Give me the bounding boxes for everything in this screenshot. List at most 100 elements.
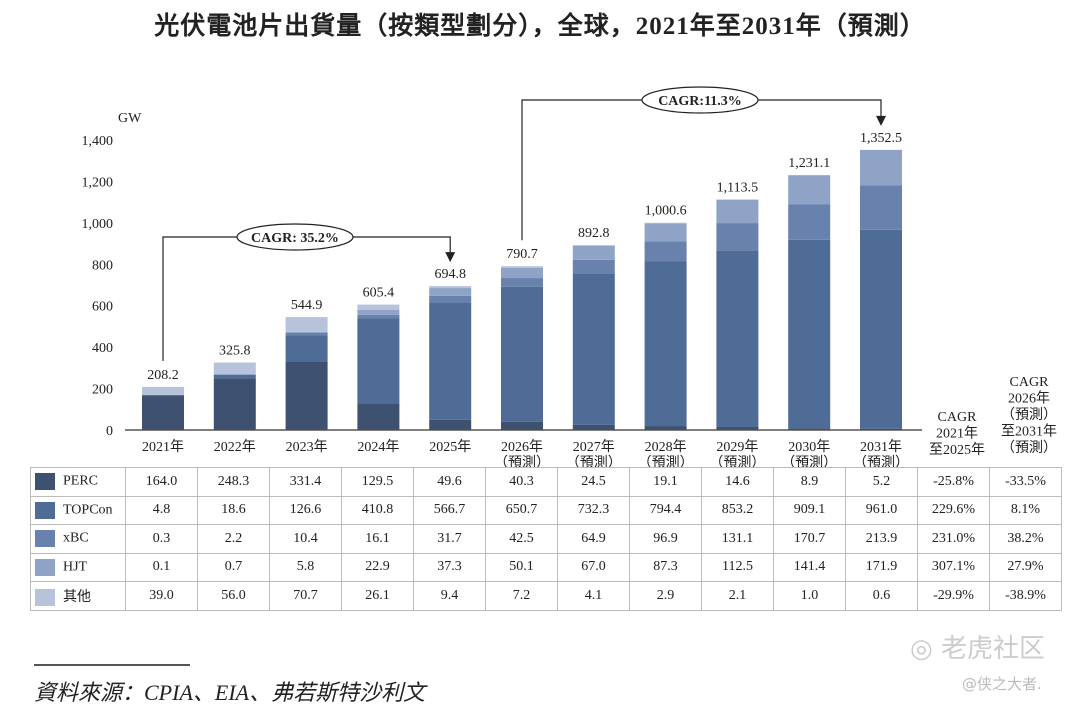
cagr-cell: 307.1% xyxy=(917,552,990,582)
table-cell: 131.1 xyxy=(701,524,774,554)
table-cell: 853.2 xyxy=(701,495,774,525)
bar-segment-PERC xyxy=(860,428,902,430)
bar-segment-TOPCon xyxy=(644,261,687,427)
cagr-header: （預測） xyxy=(1001,440,1057,456)
table-cell: 19.1 xyxy=(629,467,702,497)
table-row: xBC 0.3 2.2 10.4 16.1 31.7 42.5 64.9 96.9 131.1 17… xyxy=(30,524,1062,554)
bar-segment-PERC xyxy=(357,403,400,430)
series-name: 其他 xyxy=(63,589,91,605)
table-cell: 961.0 xyxy=(845,495,918,525)
total-label: 605.4 xyxy=(363,286,395,301)
bar-segment-其他 xyxy=(501,266,543,268)
cagr-header: 2026年 xyxy=(1008,391,1050,407)
bar-segment-xBC xyxy=(357,314,400,319)
cagr-header: 2021年 xyxy=(936,426,978,442)
cagr-cell: 229.6% xyxy=(917,495,990,525)
table-cell: 794.4 xyxy=(629,495,702,525)
bar-segment-xBC xyxy=(860,185,902,230)
table-cell: 331.4 xyxy=(269,467,342,497)
bar-segment-其他 xyxy=(213,362,256,375)
bar-segment-xBC xyxy=(285,332,328,336)
x-tick-label: 2021年 xyxy=(142,439,184,455)
table-cell: 2.2 xyxy=(197,524,270,554)
y-axis-label: GW xyxy=(118,111,142,126)
total-label: 1,000.6 xyxy=(645,204,687,219)
table-cell: 170.7 xyxy=(773,524,846,554)
bar-segment-PERC xyxy=(716,426,759,430)
watermark-brand: 老虎社区 xyxy=(940,634,1045,664)
table-cell: 1.0 xyxy=(773,581,846,611)
bar-segment-PERC xyxy=(572,424,615,430)
total-label: 694.8 xyxy=(434,267,466,282)
bar-segment-xBC xyxy=(788,204,831,240)
bar-segment-TOPCon xyxy=(501,286,543,422)
bar-segment-xBC xyxy=(429,295,472,303)
cagr-cell: 231.0% xyxy=(917,524,990,554)
table-cell: 129.5 xyxy=(341,467,414,497)
x-tick-label: 2026年 xyxy=(501,439,543,455)
table-cell: 732.3 xyxy=(557,495,630,525)
table-cell: 24.5 xyxy=(557,467,630,497)
bar-segment-其他 xyxy=(357,304,400,311)
bar-segment-HJT xyxy=(357,310,400,315)
table-cell: 141.4 xyxy=(773,552,846,582)
series-label: HJT xyxy=(30,552,126,582)
cagr-cell: 38.2% xyxy=(989,524,1062,554)
bar-segment-xBC xyxy=(572,259,615,274)
table-cell: 16.1 xyxy=(341,524,414,554)
table-cell: 22.9 xyxy=(341,552,414,582)
cagr-header: 至2025年 xyxy=(929,442,985,458)
bar-segment-PERC xyxy=(285,361,328,430)
table-row: TOPCon 4.8 18.6 126.6 410.8 566.7 650.7 732.3 79… xyxy=(30,495,1062,525)
bar-segment-其他 xyxy=(142,386,184,395)
legend-swatch xyxy=(35,530,55,548)
y-tick-label: 400 xyxy=(92,341,113,356)
x-tick-sublabel: （預測） xyxy=(566,455,622,470)
series-label: 其他 xyxy=(30,581,126,611)
y-tick-label: 600 xyxy=(92,300,113,315)
bar-segment-HJT xyxy=(429,288,472,296)
x-tick-sublabel: （預測） xyxy=(638,455,694,470)
table-cell: 7.2 xyxy=(485,581,558,611)
table-cell: 410.8 xyxy=(341,495,414,525)
table-cell: 40.3 xyxy=(485,467,558,497)
table-cell: 112.5 xyxy=(701,552,774,582)
total-label: 208.2 xyxy=(147,368,179,383)
series-label: TOPCon xyxy=(30,495,126,525)
table-cell: 49.6 xyxy=(413,467,486,497)
bar-segment-TOPCon xyxy=(572,273,615,425)
bar-segment-PERC xyxy=(213,378,256,430)
table-cell: 9.4 xyxy=(413,581,486,611)
table-cell: 18.6 xyxy=(197,495,270,525)
bar-segment-TOPCon xyxy=(285,335,328,362)
table-cell: 39.0 xyxy=(125,581,198,611)
arrow-head-icon xyxy=(876,115,886,126)
table-cell: 31.7 xyxy=(413,524,486,554)
table-cell: 5.8 xyxy=(269,552,342,582)
bar-segment-TOPCon xyxy=(213,374,256,379)
y-tick-label: 1,000 xyxy=(82,217,114,232)
table-cell: 87.3 xyxy=(629,552,702,582)
total-label: 1,113.5 xyxy=(717,180,758,195)
table-cell: 14.6 xyxy=(701,467,774,497)
table-cell: 0.1 xyxy=(125,552,198,582)
bar-segment-其他 xyxy=(285,317,328,332)
y-tick-label: 1,200 xyxy=(82,175,114,190)
total-label: 544.9 xyxy=(291,298,323,313)
x-tick-sublabel: （預測） xyxy=(781,455,837,470)
total-label: 892.8 xyxy=(578,226,610,241)
x-tick-label: 2023年 xyxy=(286,439,328,455)
bar-segment-HJT xyxy=(860,149,902,186)
table-cell: 0.6 xyxy=(845,581,918,611)
cagr-badge xyxy=(641,86,759,114)
table-cell: 64.9 xyxy=(557,524,630,554)
cagr-badge-text: CAGR: 35.2% xyxy=(251,231,339,246)
cagr-cell: 27.9% xyxy=(989,552,1062,582)
bar-segment-HJT xyxy=(501,267,543,279)
series-label: PERC xyxy=(30,467,126,497)
bar-segment-PERC xyxy=(501,421,543,430)
total-label: 790.7 xyxy=(506,247,538,262)
bar-segment-HJT xyxy=(788,175,831,205)
cagr-header: （預測） xyxy=(1001,407,1057,423)
bar-segment-xBC xyxy=(716,223,759,251)
